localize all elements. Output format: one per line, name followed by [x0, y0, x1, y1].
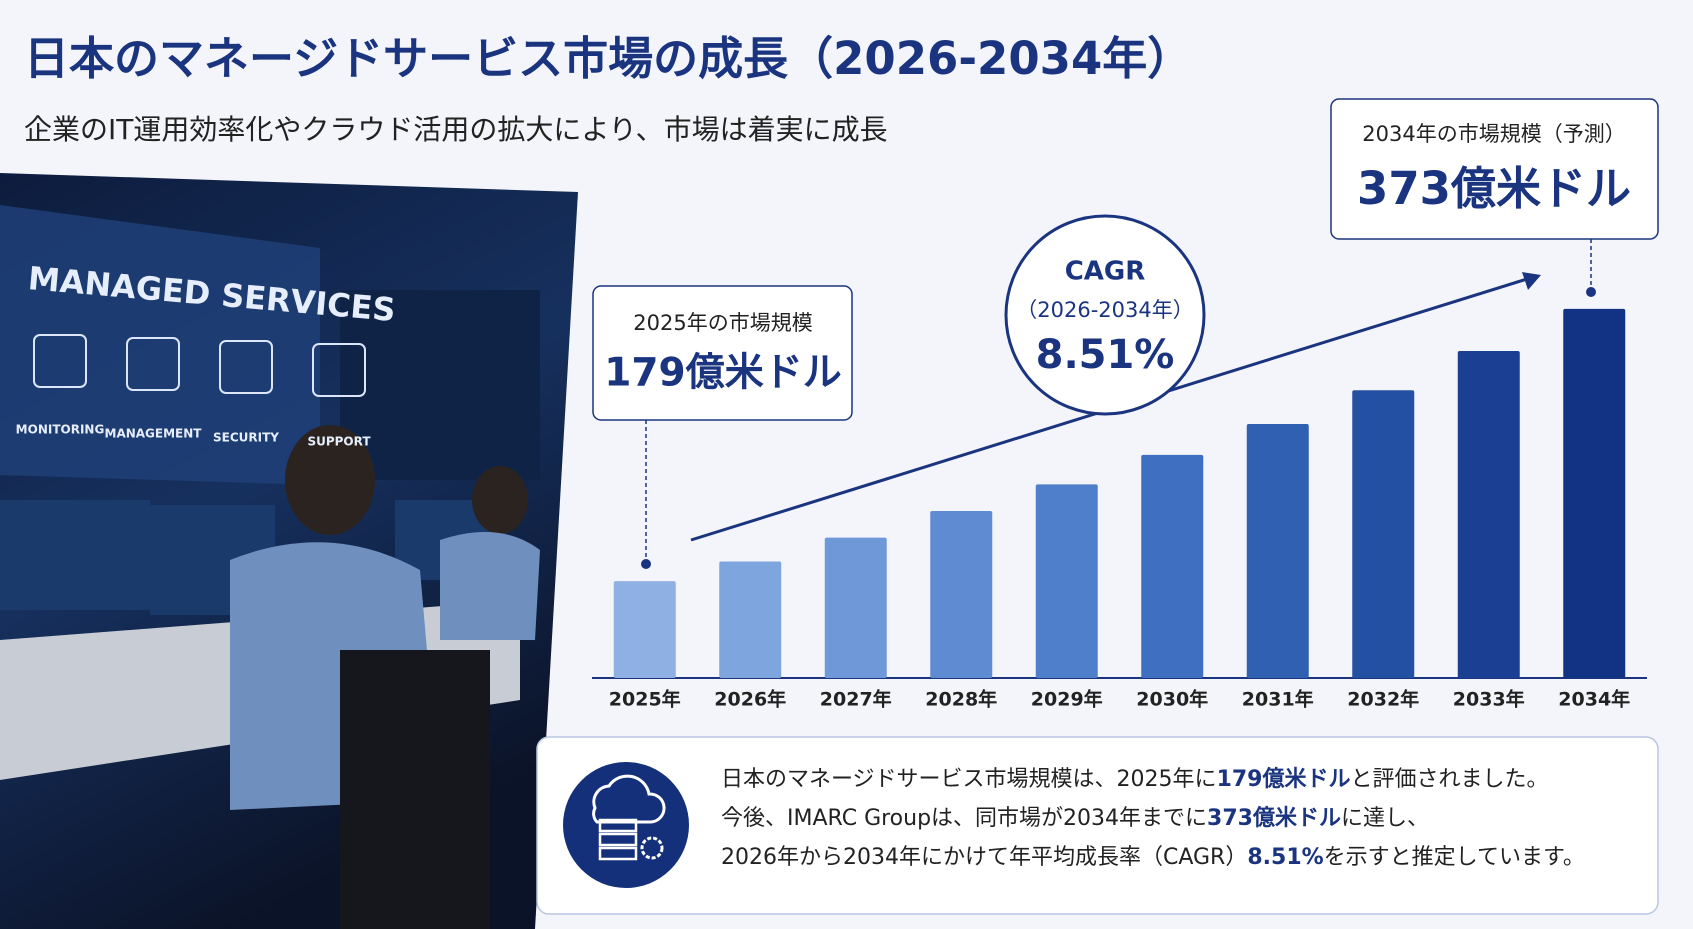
x-tick-label: 2033年 — [1453, 688, 1525, 711]
x-tick-label: 2031年 — [1242, 688, 1314, 711]
bar — [1352, 390, 1415, 678]
summary-highlight: 179億米ドル — [1217, 766, 1351, 792]
screen-icon — [33, 334, 87, 388]
screen-icon — [312, 343, 366, 397]
x-tick-label: 2027年 — [820, 688, 892, 711]
x-tick-label: 2026年 — [714, 688, 786, 711]
bar — [1035, 484, 1098, 678]
callout-start: 2025年の市場規模 179億米ドル — [592, 285, 853, 569]
cagr-period: （2026-2034年） — [1016, 298, 1193, 322]
bar — [930, 510, 993, 678]
screen-icon-label: MONITORING — [16, 423, 105, 437]
x-tick-label: 2032年 — [1347, 688, 1419, 711]
summary-text: 2026年から2034年にかけて年平均成長率（CAGR） — [721, 845, 1247, 870]
summary-box — [536, 736, 1659, 915]
summary-line: 2026年から2034年にかけて年平均成長率（CAGR）8.51%を示すと推定し… — [721, 845, 1585, 870]
summary-line: 日本のマネージドサービス市場規模は、2025年に179億米ドルと評価されました。 — [721, 766, 1549, 792]
title: 日本のマネージドサービス市場の成長（2026-2034年） — [24, 32, 1192, 85]
photo: MANAGED SERVICES MONITORING MANAGEMENT SEC… — [0, 173, 578, 929]
summary-text: を示すと推定しています。 — [1324, 845, 1585, 870]
bar — [613, 581, 676, 678]
x-tick-label: 2025年 — [609, 688, 681, 711]
summary-highlight: 8.51% — [1247, 845, 1323, 870]
summary-text: 今後、IMARC Groupは、同市場が2034年までに — [721, 806, 1207, 831]
callout-value: 373億米ドル — [1357, 162, 1631, 215]
summary-text: 日本のマネージドサービス市場規模は、2025年に — [721, 767, 1217, 792]
summary-line: 今後、IMARC Groupは、同市場が2034年までに373億米ドルに達し、 — [721, 805, 1429, 831]
screen-icon — [219, 340, 273, 394]
cagr-label: CAGR — [1065, 257, 1146, 287]
x-tick-label: 2034年 — [1558, 688, 1630, 711]
cagr-value: 8.51% — [1036, 332, 1175, 378]
subtitle: 企業のIT運用効率化やクラウド活用の拡大により、市場は着実に成長 — [24, 113, 888, 146]
cagr-badge: CAGR （2026-2034年） 8.51% — [1004, 214, 1206, 416]
trend-arrow-head — [1522, 272, 1541, 290]
x-tick-label: 2029年 — [1031, 688, 1103, 711]
x-tick-label: 2030年 — [1136, 688, 1208, 711]
screen-icon — [126, 337, 180, 391]
bar — [1563, 308, 1626, 678]
callout-end: 2034年の市場規模（予測） 373億米ドル — [1330, 98, 1659, 297]
bar — [1141, 454, 1204, 678]
bar — [1246, 423, 1309, 678]
bar — [719, 561, 782, 678]
callout-label: 2034年の市場規模（予測） — [1362, 122, 1625, 146]
callout-value: 179億米ドル — [604, 351, 841, 396]
screen-icon-label: MANAGEMENT — [105, 427, 203, 441]
bar — [1457, 350, 1520, 678]
summary-text: に達し、 — [1341, 806, 1429, 831]
bar — [824, 537, 887, 678]
callout-label: 2025年の市場規模 — [633, 311, 812, 335]
summary-text: と評価されました。 — [1351, 767, 1549, 792]
screen-icon-label: SUPPORT — [307, 435, 371, 449]
screen-icon-label: SECURITY — [213, 431, 279, 445]
x-tick-label: 2028年 — [925, 688, 997, 711]
summary-highlight: 373億米ドル — [1207, 805, 1341, 831]
